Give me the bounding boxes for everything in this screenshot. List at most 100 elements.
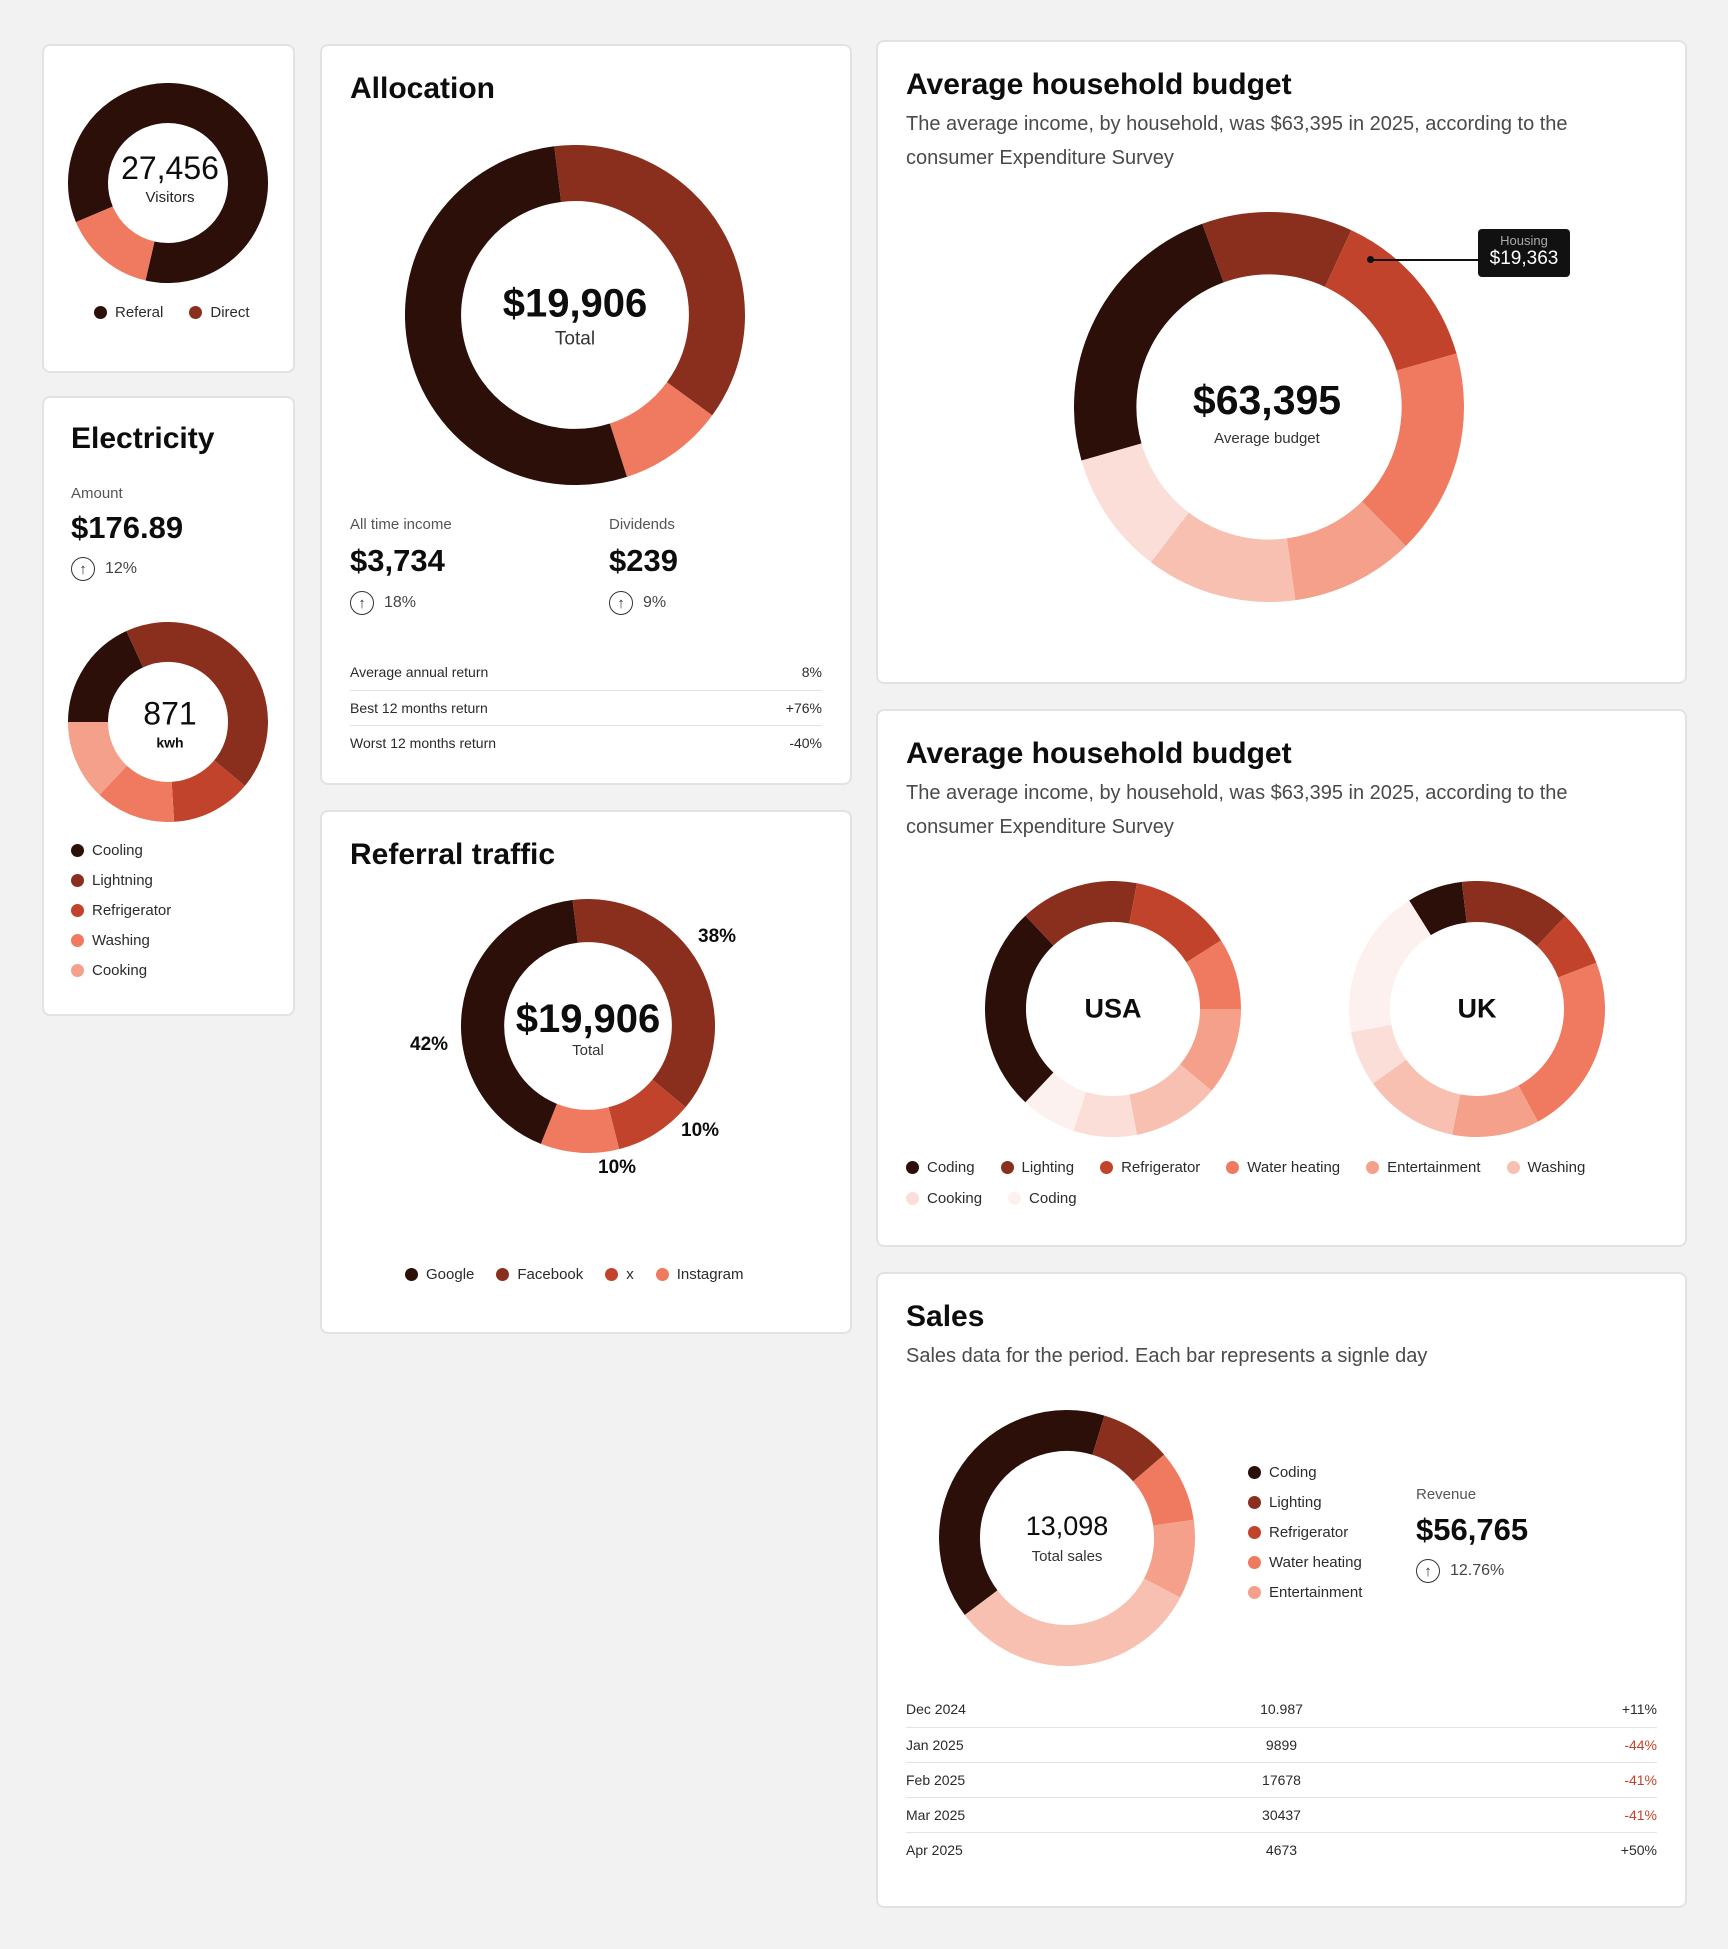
stat-dividends-change: ↑ 9% — [609, 591, 678, 615]
legend-label: Water heating — [1247, 1159, 1341, 1176]
revenue-value: $56,765 — [1416, 1512, 1529, 1547]
table-row: Feb 2025 17678 -41% — [906, 1762, 1657, 1797]
allocation-table: Average annual return 8% Best 12 months r… — [350, 655, 822, 760]
table-row: Worst 12 months return -40% — [350, 725, 822, 760]
donut-segment — [1143, 1519, 1195, 1598]
legend-item: Refrigerator — [1248, 1524, 1362, 1541]
tooltip-connector — [1368, 259, 1478, 261]
sales-legend: Coding Lighting Refrigerator Water heating E… — [1248, 1464, 1362, 1601]
table-row: Dec 2024 10.987 +11% — [906, 1692, 1657, 1726]
revenue-label: Revenue — [1416, 1486, 1477, 1503]
row-value: -40% — [789, 735, 822, 751]
row-value: 8% — [801, 664, 822, 680]
budget1-center-label: Average budget — [1214, 430, 1320, 447]
label-google: 42% — [410, 1034, 449, 1055]
legend-swatch — [94, 306, 107, 319]
uk-label: UK — [1457, 993, 1497, 1024]
legend-item: Lightning — [71, 872, 171, 889]
donut-segment — [939, 1410, 1105, 1616]
row-month: Apr 2025 — [906, 1842, 963, 1858]
legend-item: Coding — [1008, 1190, 1077, 1207]
legend-swatch — [71, 934, 84, 947]
sales-card: Sales Sales data for the period. Each ba… — [876, 1272, 1687, 1908]
table-row: Jan 2025 9899 -44% — [906, 1727, 1657, 1762]
legend-item: Cooking — [71, 962, 171, 979]
table-row: Average annual return 8% — [350, 655, 822, 689]
donut-segment — [1461, 881, 1566, 947]
legend-item: Facebook — [496, 1266, 583, 1283]
row-month: Dec 2024 — [906, 1701, 966, 1717]
legend-item: Lighting — [1000, 1159, 1074, 1176]
sales-donut — [939, 1410, 1195, 1666]
legend-item: Cooking — [906, 1190, 982, 1207]
budget1-center-value: $63,395 — [1192, 377, 1342, 423]
legend-swatch — [1226, 1161, 1240, 1174]
electricity-center-value: 871 — [143, 695, 197, 732]
donut-segment — [1074, 223, 1225, 461]
legend-item: Entertainment — [1248, 1584, 1362, 1601]
legend-item: Washing — [1506, 1159, 1586, 1176]
budget2-title: Average household budget — [906, 737, 1292, 770]
electricity-card: Electricity Amount $176.89 ↑ 12% 871 kwh… — [42, 396, 295, 1016]
donut-segment — [1091, 1415, 1165, 1482]
legend-label: Washing — [1527, 1159, 1586, 1176]
donut-segment — [1128, 883, 1222, 963]
arrow-up-icon: ↑ — [350, 591, 374, 615]
legend-swatch — [605, 1268, 619, 1281]
legend-label: Refrigerator — [1269, 1524, 1349, 1541]
legend-item: Refrigerator — [71, 902, 171, 919]
legend-label: Cooling — [92, 842, 143, 859]
amount-change: ↑ 12% — [71, 557, 137, 581]
donut-segment — [985, 1008, 1054, 1103]
donut-segment — [1361, 353, 1464, 546]
legend-item: Referal — [94, 304, 163, 321]
legend-item: Google — [405, 1266, 474, 1283]
legend-swatch — [71, 874, 84, 887]
donut-segment — [1073, 1091, 1137, 1137]
tooltip-label: Housing — [1500, 233, 1548, 248]
legend-label: Washing — [92, 932, 150, 949]
visitors-legend: Referal Direct — [94, 304, 250, 321]
legend-label: Entertainment — [1269, 1584, 1363, 1601]
referral-title: Referral traffic — [350, 838, 556, 871]
legend-swatch — [1248, 1526, 1261, 1539]
donut-segment — [607, 1079, 686, 1150]
legend-swatch — [1506, 1161, 1520, 1174]
donut-segment — [68, 631, 144, 723]
row-change: -44% — [1624, 1737, 1657, 1753]
electricity-title: Electricity — [71, 422, 215, 455]
amount-label: Amount — [71, 485, 123, 502]
legend-item: x — [605, 1266, 634, 1283]
donut-segment — [1186, 940, 1241, 1010]
legend-label: x — [626, 1266, 634, 1283]
revenue-change: ↑ 12.76% — [1416, 1559, 1504, 1583]
visitors-donut — [68, 83, 268, 283]
legend-swatch — [71, 844, 84, 857]
sales-center-value: 13,098 — [1025, 1511, 1109, 1541]
referral-legend: Google Facebook x Instagram — [405, 1266, 743, 1283]
referral-donut — [461, 899, 715, 1153]
donut-segment — [1128, 1063, 1212, 1135]
stat-income-change: ↑ 18% — [350, 591, 452, 615]
donut-segment — [1179, 1008, 1241, 1091]
legend-swatch — [1248, 1496, 1261, 1509]
revenue-change-value: 12.76% — [1450, 1562, 1505, 1579]
visitors-card: 27,456 Visitors Referal Direct — [42, 44, 295, 373]
donut-segment — [572, 899, 715, 1108]
legend-label: Coding — [1269, 1464, 1317, 1481]
budget1-subtitle: The average income, by household, was $6… — [906, 113, 1568, 169]
row-change: -41% — [1624, 1807, 1657, 1823]
stat-income-label: All time income — [350, 516, 452, 533]
legend-label: Coding — [927, 1159, 975, 1176]
legend-item: Water heating — [1226, 1159, 1340, 1176]
donut-segment — [68, 83, 268, 283]
row-value: +76% — [785, 700, 822, 716]
legend-swatch — [496, 1268, 510, 1281]
legend-label: Coding — [1029, 1190, 1077, 1207]
legend-item: Coding — [906, 1159, 975, 1176]
row-label: Average annual return — [350, 664, 489, 680]
row-value: 10.987 — [1260, 1701, 1303, 1717]
row-label: Worst 12 months return — [350, 735, 497, 751]
budget2-card: Average household budget The average inc… — [876, 709, 1687, 1247]
donut-segment — [1452, 1085, 1538, 1137]
